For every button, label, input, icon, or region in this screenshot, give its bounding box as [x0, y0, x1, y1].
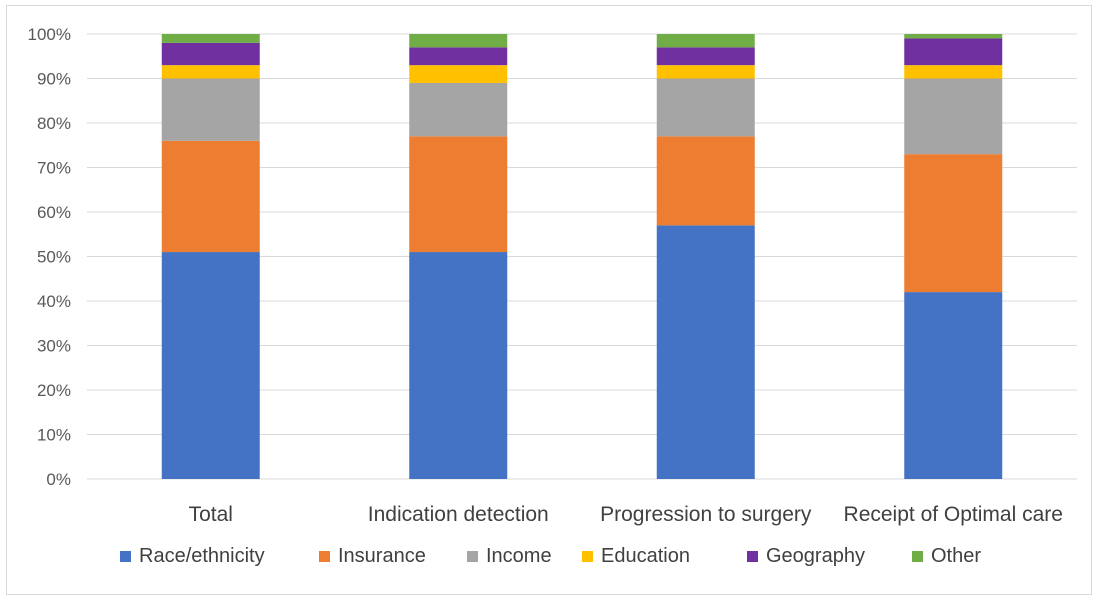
- bar-segment: [904, 292, 1003, 479]
- bar-segment: [161, 140, 260, 253]
- x-category-label: Indication detection: [368, 503, 549, 526]
- legend-label: Race/ethnicity: [139, 545, 265, 567]
- bar-segment: [904, 154, 1003, 293]
- y-tick-label: 70%: [37, 159, 71, 178]
- bar-segment: [656, 78, 755, 137]
- y-tick-label: 90%: [37, 70, 71, 89]
- y-tick-label: 30%: [37, 337, 71, 356]
- legend-swatch: [912, 551, 923, 562]
- bar-segment: [409, 82, 508, 137]
- y-tick-label: 10%: [37, 426, 71, 445]
- y-tick-label: 40%: [37, 292, 71, 311]
- legend-swatch: [467, 551, 478, 562]
- legend-swatch: [120, 551, 131, 562]
- legend: Race/ethnicity Insurance Income Education Ge…: [120, 545, 981, 567]
- legend-label: Insurance: [338, 545, 426, 567]
- bar-segment: [161, 34, 260, 43]
- y-tick-label: 80%: [37, 114, 71, 133]
- bar-segment: [409, 47, 508, 66]
- bar-segment: [904, 78, 1003, 155]
- chart-frame: 0% 10% 20% 30% 40% 50% 60% 70% 80% 90% 100% Total I…: [6, 5, 1092, 595]
- bar-segment: [161, 78, 260, 141]
- bar-segment: [161, 42, 260, 66]
- legend-swatch: [319, 551, 330, 562]
- y-tick-label: 60%: [37, 203, 71, 222]
- legend-label: Income: [486, 545, 552, 567]
- legend-label: Other: [931, 545, 981, 567]
- bar-segment: [904, 65, 1003, 79]
- x-category-label: Receipt of Optimal care: [844, 503, 1063, 526]
- bar-segment: [409, 136, 508, 253]
- legend-label: Education: [601, 545, 690, 567]
- y-tick-label: 50%: [37, 248, 71, 267]
- bar-segment: [656, 65, 755, 79]
- legend-label: Geography: [766, 545, 865, 567]
- bar-segment: [904, 38, 1003, 66]
- legend-swatch: [582, 551, 593, 562]
- x-axis-labels: Total Indication detection Progression to …: [189, 503, 1063, 526]
- bar-segment: [161, 65, 260, 79]
- y-tick-label: 100%: [28, 25, 71, 44]
- bar-segment: [904, 34, 1003, 39]
- bar-segment: [656, 136, 755, 226]
- bar-segment: [409, 252, 508, 479]
- bar-segment: [409, 65, 508, 83]
- y-axis-ticks: 0% 10% 20% 30% 40% 50% 60% 70% 80% 90% 100%: [28, 25, 71, 489]
- bars: [161, 34, 1003, 479]
- bar-segment: [409, 34, 508, 48]
- y-tick-label: 20%: [37, 381, 71, 400]
- bar-segment: [656, 47, 755, 66]
- bar-segment: [656, 225, 755, 479]
- legend-swatch: [747, 551, 758, 562]
- x-category-label: Total: [189, 503, 233, 526]
- y-tick-label: 0%: [46, 470, 71, 489]
- stacked-bar-chart: 0% 10% 20% 30% 40% 50% 60% 70% 80% 90% 100% Total I…: [28, 25, 1077, 567]
- bar-segment: [656, 34, 755, 48]
- x-category-label: Progression to surgery: [600, 503, 812, 526]
- bar-segment: [161, 252, 260, 479]
